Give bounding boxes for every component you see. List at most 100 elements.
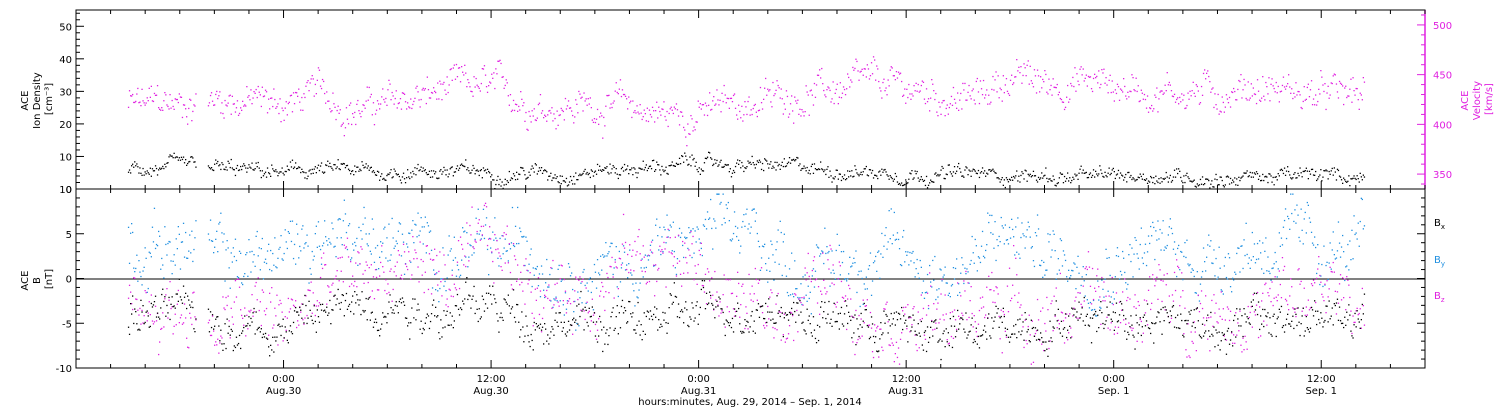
bottom-point-by <box>473 252 475 254</box>
bottom-point-by <box>1058 269 1060 271</box>
top-point-density <box>956 170 958 172</box>
bottom-point-bz <box>1084 267 1086 270</box>
bottom-point-by <box>363 206 365 209</box>
bottom-point-bz <box>229 337 231 339</box>
bottom-point-bz <box>327 285 329 287</box>
bottom-point-bz <box>678 260 681 262</box>
top-point-velocity <box>1272 85 1274 87</box>
top-point-density <box>127 171 130 173</box>
top-point-density <box>791 159 793 161</box>
top-point-density <box>442 171 444 173</box>
top-point-velocity <box>418 99 420 101</box>
bottom-point-by <box>980 245 983 247</box>
bottom-point-by <box>278 248 280 250</box>
top-point-velocity <box>1232 91 1234 94</box>
bottom-point-by <box>711 227 713 230</box>
bottom-point-bz <box>190 317 192 319</box>
top-point-velocity <box>924 102 927 105</box>
bottom-point-bz <box>819 313 821 315</box>
top-point-density <box>723 165 725 168</box>
bottom-point-by <box>1179 269 1181 271</box>
top-point-density <box>471 169 473 171</box>
top-point-density <box>875 174 877 177</box>
top-point-density <box>558 182 560 184</box>
bottom-point-by <box>947 294 949 296</box>
bottom-point-bz <box>498 252 500 254</box>
bottom-point-bz <box>702 285 705 287</box>
top-point-density <box>1144 179 1147 181</box>
top-point-density <box>608 173 610 175</box>
bottom-point-by <box>594 271 597 273</box>
top-point-density <box>492 179 494 181</box>
top-point-density <box>712 164 714 167</box>
bottom-point-by <box>419 230 421 232</box>
bottom-point-bz <box>342 281 344 283</box>
top-point-density <box>1172 176 1175 178</box>
top-point-velocity <box>906 88 908 90</box>
top-point-velocity <box>1238 79 1240 82</box>
bottom-point-by <box>209 219 212 221</box>
top-point-density <box>440 169 442 171</box>
top-point-density <box>1330 170 1332 172</box>
top-point-density <box>1224 184 1226 186</box>
bottom-point-bz <box>866 299 868 301</box>
bottom-point-by <box>756 232 758 235</box>
bottom-point-by <box>226 240 228 242</box>
bottom-point-by <box>1182 279 1184 281</box>
top-point-density <box>1288 170 1290 173</box>
top-point-density <box>756 160 758 162</box>
top-point-density <box>525 178 527 180</box>
bottom-point-bz <box>378 289 380 291</box>
top-point-density <box>664 169 666 172</box>
bottom-point-by <box>329 241 331 243</box>
top-point-velocity <box>151 100 154 102</box>
top-point-density <box>504 178 506 180</box>
top-point-velocity <box>208 102 211 104</box>
top-point-density <box>304 177 306 179</box>
top-point-density <box>502 187 504 190</box>
bottom-point-by <box>942 276 944 278</box>
bottom-point-bz <box>354 280 356 283</box>
top-point-density <box>223 168 225 170</box>
top-point-density <box>1279 169 1281 171</box>
bottom-point-by <box>1009 237 1012 239</box>
bottom-point-bz <box>923 334 926 336</box>
bottom-point-bz <box>943 319 945 321</box>
top-point-density <box>607 171 609 174</box>
top-point-velocity <box>601 115 603 117</box>
top-point-density <box>1149 181 1151 183</box>
top-point-density <box>1233 181 1235 183</box>
bottom-point-by <box>702 224 705 226</box>
top-point-density <box>748 162 750 164</box>
bottom-point-bz <box>689 254 691 257</box>
bottom-point-by <box>1076 266 1078 268</box>
bottom-point-by <box>326 240 328 242</box>
bottom-point-by <box>927 307 930 310</box>
bottom-point-by <box>748 223 750 225</box>
bottom-point-bz <box>326 303 328 305</box>
top-point-velocity <box>1107 92 1109 94</box>
top-point-density <box>676 163 679 166</box>
top-point-velocity <box>1041 87 1043 89</box>
top-point-velocity <box>172 105 174 108</box>
bottom-point-by <box>1077 255 1079 257</box>
bottom-point-by <box>483 237 486 240</box>
top-point-density <box>1063 175 1066 178</box>
top-point-velocity <box>1007 92 1010 95</box>
bottom-point-bz <box>1124 278 1126 280</box>
bottom-point-bz <box>1035 330 1038 332</box>
bottom-point-bz <box>406 265 408 268</box>
top-point-velocity <box>849 86 851 88</box>
top-point-density <box>238 169 241 171</box>
bottom-point-bz <box>346 237 349 239</box>
top-point-density <box>147 172 149 174</box>
top-point-density <box>1265 175 1267 177</box>
top-point-velocity <box>1363 81 1366 83</box>
bottom-point-by <box>745 213 747 215</box>
top-point-velocity <box>564 97 567 100</box>
bottom-point-by <box>469 244 471 246</box>
top-point-density <box>637 172 639 174</box>
top-point-velocity <box>705 105 708 107</box>
bottom-point-by <box>533 274 535 276</box>
top-point-velocity <box>1165 90 1167 92</box>
